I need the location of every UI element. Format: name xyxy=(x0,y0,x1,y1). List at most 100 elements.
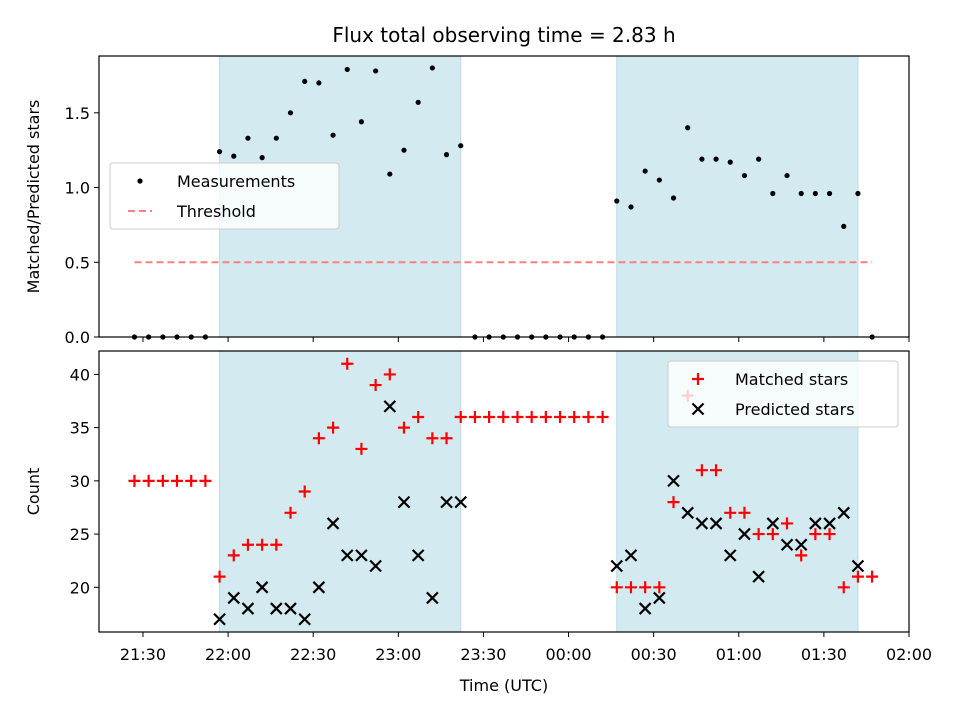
matched-stars-point xyxy=(341,357,354,370)
matched-stars-point xyxy=(369,379,382,392)
ratio-legend: Measurements Threshold xyxy=(109,162,340,230)
x-tick-label: 00:30 xyxy=(631,645,677,664)
predicted-stars-point xyxy=(837,506,851,520)
predicted-stars-point xyxy=(851,559,865,573)
panel-counts: 20 25 30 35 40 21:30 22:00 22:30 23:00 23:30 00:00… xyxy=(24,350,932,664)
measurements-point xyxy=(330,132,336,138)
x-tick-label: 01:00 xyxy=(716,645,762,664)
measurements-point xyxy=(302,78,308,85)
predicted-stars-point xyxy=(695,517,709,530)
predicted-stars-point xyxy=(298,612,311,626)
predicted-stars-point xyxy=(681,506,694,520)
matched-stars-point xyxy=(610,581,623,594)
measurements-point xyxy=(855,190,861,197)
matched-stars-point xyxy=(568,410,581,423)
chart-title: Flux total observing time = 2.83 h xyxy=(332,23,675,47)
y-tick-label: 0.0 xyxy=(65,328,90,347)
x-tick-label: 02:00 xyxy=(886,645,932,664)
y-tick-label: 1.5 xyxy=(65,104,90,123)
predicted-stars-point xyxy=(383,400,397,413)
matched-stars-point xyxy=(142,474,155,487)
matched-stars-point xyxy=(171,474,184,487)
measurements-point xyxy=(259,155,265,161)
counts-plot-frame xyxy=(98,350,910,633)
x-tick-label: 23:00 xyxy=(375,645,421,664)
measurements-point xyxy=(443,152,450,158)
measurements-point xyxy=(387,171,393,177)
legend-label: Matched stars xyxy=(735,370,848,389)
matched-stars-point xyxy=(412,410,425,423)
measurements-point xyxy=(401,147,407,153)
measurements-point xyxy=(287,110,294,116)
measurements-point xyxy=(656,177,662,183)
y-tick-label: 0.5 xyxy=(65,253,90,272)
measurements-point xyxy=(415,99,421,105)
matched-stars-point xyxy=(156,474,169,487)
measurements-point xyxy=(756,156,762,162)
predicted-stars-point xyxy=(355,549,368,562)
predicted-stars-point xyxy=(227,591,241,605)
matched-stars-point xyxy=(298,485,311,498)
matched-stars-point xyxy=(454,410,467,423)
legend-box xyxy=(109,162,340,230)
x-tick-label: 01:30 xyxy=(801,645,847,664)
matched-stars-point xyxy=(128,474,141,487)
predicted-stars-point xyxy=(440,495,453,509)
x-tick-label: 22:00 xyxy=(205,645,251,664)
x-tick-label: 00:00 xyxy=(545,645,591,664)
y-tick-label: 1.0 xyxy=(65,179,90,198)
matched-stars-point xyxy=(596,410,609,423)
matched-stars-point xyxy=(227,549,240,562)
predicted-stars-point xyxy=(752,570,765,583)
predicted-stars-point xyxy=(397,495,411,509)
legend-marker xyxy=(691,402,705,416)
predicted-stars-point xyxy=(709,517,723,530)
measurements-point xyxy=(642,168,648,174)
matched-stars-point xyxy=(213,570,226,583)
predicted-stars-point xyxy=(454,495,468,509)
matched-stars-point xyxy=(837,581,850,594)
predicted-stars-point xyxy=(809,517,822,530)
x-tick-label: 23:30 xyxy=(460,645,506,664)
panel-ratio: 0.0 0.5 1.0 1.5 Matched/Predicted stars Measu… xyxy=(24,55,910,347)
matched-stars-point xyxy=(270,538,283,551)
legend-box xyxy=(667,360,899,428)
measurements-point xyxy=(429,65,435,71)
measurements-point xyxy=(316,80,322,86)
matched-stars-point xyxy=(185,474,198,487)
measurements-point xyxy=(231,153,237,159)
legend-marker xyxy=(137,178,143,184)
y-tick-label: 25 xyxy=(70,525,90,544)
x-axis-label: Time (UTC) xyxy=(459,676,548,695)
matched-stars-point xyxy=(851,570,864,583)
y-tick-label: 40 xyxy=(70,365,90,384)
matched-stars-point xyxy=(639,581,652,594)
measurements-point xyxy=(458,143,464,149)
measurements-point xyxy=(216,149,223,155)
matched-stars-point xyxy=(256,538,269,551)
measurements-point xyxy=(713,156,719,162)
x-tick-label: 22:30 xyxy=(290,645,336,664)
predicted-stars-point xyxy=(284,602,297,615)
matched-stars-point xyxy=(738,506,751,519)
matched-stars-point xyxy=(781,517,794,530)
predicted-stars-point xyxy=(255,581,269,594)
predicted-stars-point xyxy=(766,517,780,530)
measurements-point xyxy=(741,172,748,179)
predicted-stars-point xyxy=(369,559,382,573)
predicted-stars-point xyxy=(426,591,439,605)
predicted-stars-point xyxy=(241,602,255,615)
predicted-stars-point xyxy=(411,549,425,562)
matched-stars-point xyxy=(397,421,410,434)
predicted-stars-point xyxy=(723,549,737,562)
legend-label: Predicted stars xyxy=(735,400,855,419)
measurements-point xyxy=(826,190,833,197)
predicted-stars-point xyxy=(213,612,226,626)
matched-stars-point xyxy=(383,368,396,381)
matched-stars-point xyxy=(483,410,496,423)
predicted-stars-point xyxy=(270,602,283,615)
measurements-point xyxy=(798,190,804,197)
matched-stars-point xyxy=(710,464,723,477)
measurements-point xyxy=(344,66,350,73)
matched-stars-point xyxy=(497,410,510,423)
